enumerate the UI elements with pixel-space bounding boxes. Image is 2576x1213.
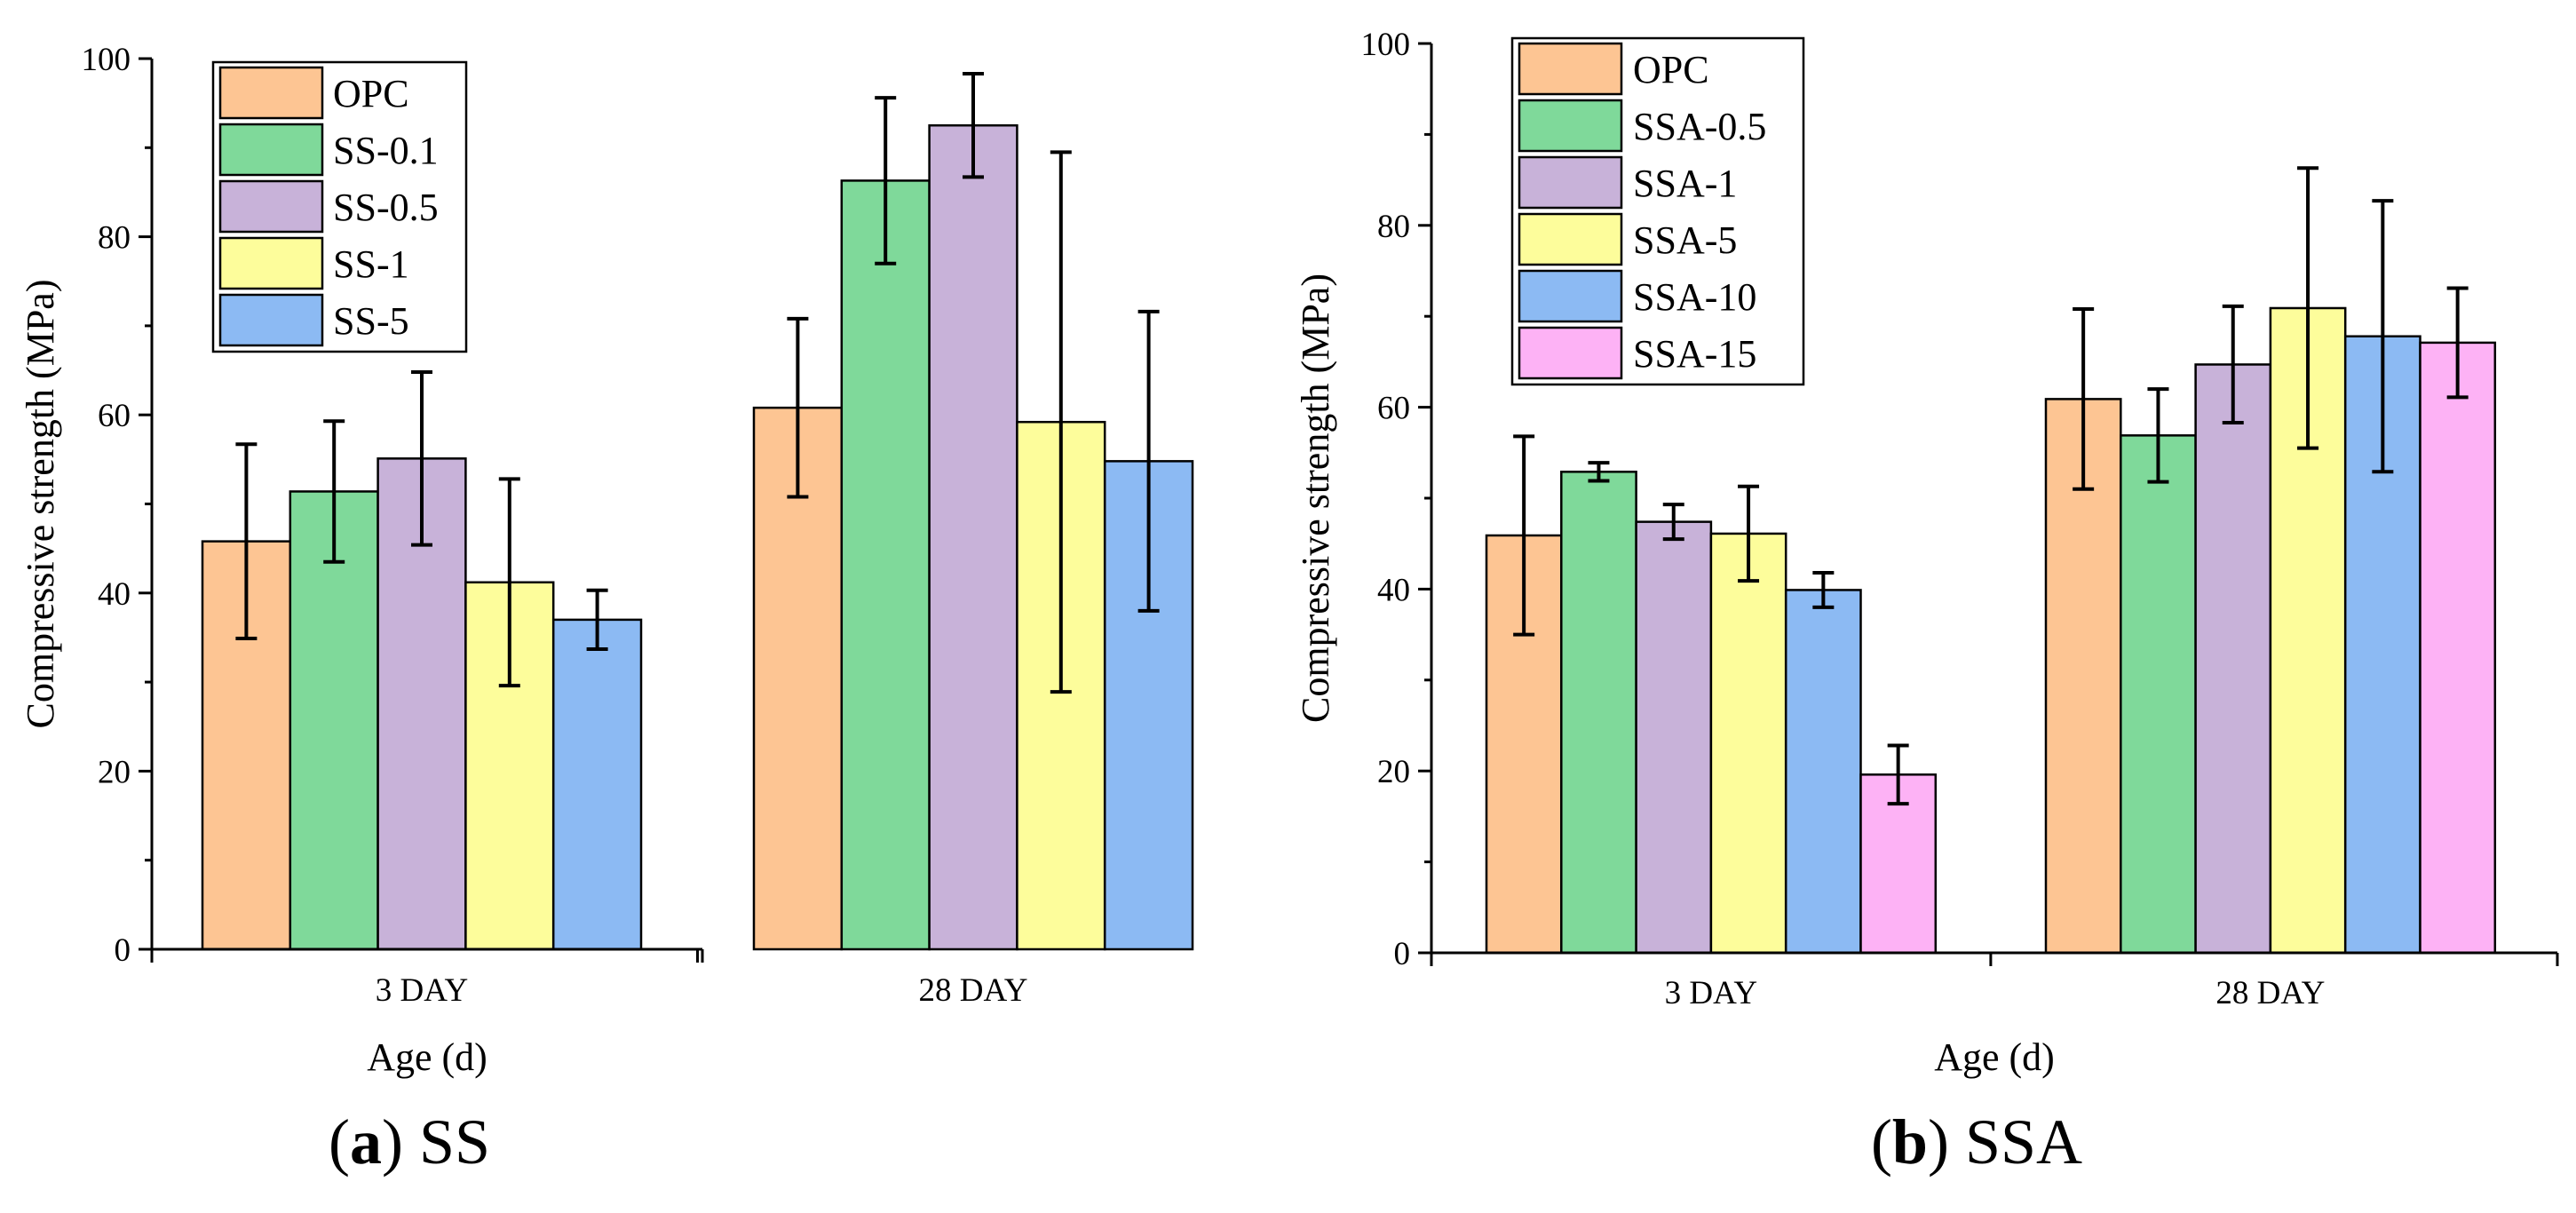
y-tick-label: 100: [1361, 27, 1411, 63]
bar-ss-5-3-day: [551, 618, 643, 951]
y-tick-label: 100: [82, 42, 131, 78]
legend-swatch: [1518, 326, 1623, 380]
x-tick-label: 3 DAY: [1665, 975, 1758, 1011]
x-tick-label: 3 DAY: [376, 972, 469, 1009]
caption-text: SSA: [1965, 1106, 2082, 1177]
x-tick-label: 28 DAY: [918, 972, 1027, 1009]
legend-swatch: [1518, 99, 1623, 153]
panel-b: 0 20 40 60 80 100 3 DAY 28 DAY Age (d) Compressiv…: [1294, 27, 2559, 1177]
bar-ss-0.1-28-day: [840, 179, 931, 951]
y-tick-label: 60: [1377, 391, 1410, 427]
panel-caption: (b) SSA: [1871, 1106, 2082, 1177]
x-axis-title: Age (d): [367, 1035, 487, 1079]
legend-swatch: [1518, 42, 1623, 96]
y-tick-label: 20: [1377, 754, 1410, 790]
legend-label: SS-5: [333, 299, 409, 343]
y-tick-label: 20: [98, 754, 131, 790]
legend-label: SS-0.5: [333, 186, 439, 229]
legend-swatch: [218, 179, 324, 234]
legend-swatch: [1518, 269, 1623, 323]
x-tick-label: 28 DAY: [2215, 975, 2325, 1011]
legend-swatch: [218, 236, 324, 290]
y-axis-title: Compressive strength (MPa): [1294, 274, 1337, 723]
caption-text: SS: [419, 1106, 490, 1177]
legend-label: SSA-15: [1633, 332, 1756, 376]
y-tick-label: 80: [1377, 209, 1410, 245]
y-tick-label: 0: [115, 932, 131, 969]
legend-label: SS-1: [333, 242, 409, 286]
bar-ssa-1-3-day: [1635, 520, 1713, 955]
legend-label: OPC: [333, 72, 409, 115]
legend-label: SSA-5: [1633, 218, 1737, 262]
y-axis-title: Compressive strength (MPa): [19, 280, 62, 729]
caption-paren-open: (: [1871, 1106, 1892, 1177]
x-axis-title: Age (d): [1934, 1035, 2055, 1079]
legend-label: SSA-1: [1633, 162, 1737, 205]
caption-letter: b: [1892, 1106, 1928, 1177]
legend-swatch: [1518, 212, 1623, 266]
bar-ssa-15-28-day: [2419, 341, 2497, 955]
y-tick-label: 0: [1394, 936, 1411, 972]
bar-ssa-0.5-3-day: [1560, 471, 1637, 955]
y-tick-label: 60: [98, 398, 131, 434]
legend-label: OPC: [1633, 48, 1709, 91]
panel-caption: (a) SS: [329, 1106, 490, 1177]
caption-paren-open: (: [329, 1106, 350, 1177]
bar-ss-0.5-28-day: [928, 123, 1019, 951]
bar-ssa-5-3-day: [1709, 532, 1787, 955]
bar-ssa-0.5-28-day: [2120, 434, 2197, 955]
caption-letter: a: [350, 1106, 382, 1177]
legend-label: SSA-0.5: [1633, 105, 1766, 148]
y-tick-label: 80: [98, 220, 131, 257]
caption-paren-close: ): [382, 1106, 419, 1177]
y-tick-label: 40: [98, 576, 131, 613]
panel-a: 0 20 40 60 80 100 3 DAY 28 DAY Age (d) Compressiv…: [19, 42, 1194, 1177]
legend-swatch: [218, 123, 324, 177]
legend-swatch: [218, 293, 324, 347]
legend-label: SS-0.1: [333, 129, 439, 172]
legend-swatch: [218, 66, 324, 120]
legend-swatch: [1518, 155, 1623, 210]
legend-label: SSA-10: [1633, 275, 1756, 319]
caption-paren-close: ): [1928, 1106, 1965, 1177]
y-tick-label: 40: [1377, 572, 1410, 608]
bar-ssa-1-28-day: [2194, 363, 2272, 955]
bar-ssa-10-3-day: [1784, 589, 1862, 955]
